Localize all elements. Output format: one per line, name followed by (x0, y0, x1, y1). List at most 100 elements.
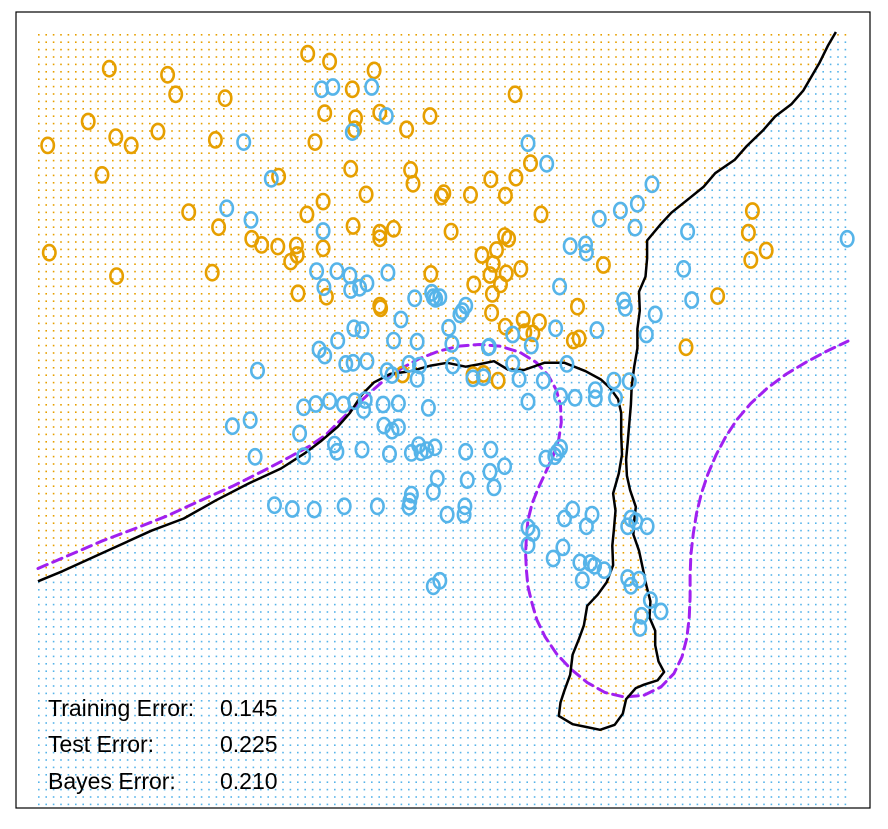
grid-dot-orange (334, 344, 336, 347)
grid-dot-blue (704, 219, 706, 221)
grid-dot-orange (97, 315, 99, 317)
grid-dot-orange (578, 41, 580, 43)
grid-dot-orange (208, 322, 210, 325)
grid-dot-orange (452, 48, 454, 51)
grid-dot-blue (778, 189, 780, 191)
grid-dot-orange (149, 300, 151, 302)
grid-dot-orange (112, 41, 114, 43)
grid-dot-orange (104, 330, 107, 332)
grid-dot-orange (245, 270, 247, 273)
grid-dot-orange (304, 182, 306, 184)
grid-dot-orange (637, 226, 639, 228)
grid-dot-orange (378, 174, 380, 177)
grid-dot-orange (578, 315, 580, 317)
grid-dot-blue (837, 307, 839, 310)
grid-dot-orange (311, 152, 314, 154)
grid-dot-orange (38, 204, 40, 206)
grid-dot-orange (489, 137, 491, 140)
grid-dot-orange (341, 130, 343, 132)
grid-dot-orange (82, 241, 84, 243)
grid-dot-orange (186, 63, 188, 66)
grid-dot-orange (445, 211, 447, 214)
grid-dot-orange (60, 278, 62, 280)
grid-dot-orange (622, 233, 625, 236)
grid-dot-orange (82, 63, 84, 66)
grid-dot-orange (200, 293, 203, 295)
grid-dot-orange (119, 337, 121, 339)
grid-dot-blue (704, 263, 706, 265)
grid-dot-orange (422, 241, 425, 243)
grid-dot-orange (445, 71, 447, 73)
grid-dot-orange (578, 71, 580, 73)
grid-dot-orange (112, 219, 114, 221)
grid-dot-orange (274, 344, 277, 347)
grid-dot-blue (844, 337, 847, 339)
grid-dot-blue (718, 211, 721, 214)
grid-dot-blue (755, 270, 758, 273)
grid-dot-orange (363, 278, 366, 280)
grid-dot-orange (548, 145, 551, 147)
grid-dot-orange (311, 78, 314, 80)
grid-dot-orange (126, 174, 129, 177)
grid-dot-orange (208, 256, 210, 258)
grid-dot-orange (519, 248, 521, 251)
grid-dot-orange (112, 300, 114, 302)
grid-dot-orange (334, 167, 336, 169)
grid-dot-orange (97, 56, 99, 58)
grid-dot-orange (415, 285, 417, 288)
grid-dot-orange (348, 63, 351, 66)
grid-dot-orange (393, 93, 395, 95)
grid-dot-blue (689, 263, 691, 265)
grid-dot-orange (482, 241, 484, 243)
grid-dot-orange (519, 56, 521, 58)
grid-dot-orange (341, 63, 343, 66)
grid-dot-orange (38, 159, 40, 162)
grid-dot-orange (356, 359, 358, 362)
grid-dot-orange (260, 256, 262, 258)
grid-dot-orange (126, 34, 129, 36)
grid-dot-orange (252, 71, 255, 73)
grid-dot-orange (252, 100, 255, 103)
grid-dot-blue (785, 359, 787, 362)
grid-dot-orange (200, 93, 203, 95)
grid-dot-orange (282, 189, 284, 191)
grid-dot-orange (156, 93, 158, 95)
grid-dot-blue (689, 330, 691, 332)
grid-dot-orange (267, 263, 269, 265)
grid-dot-orange (186, 85, 188, 88)
grid-dot-orange (467, 152, 469, 154)
grid-dot-orange (681, 122, 684, 125)
grid-dot-orange (237, 78, 240, 80)
grid-dot-orange (282, 270, 284, 273)
grid-dot-orange (326, 48, 329, 51)
grid-dot-orange (393, 34, 395, 36)
grid-dot-orange (38, 300, 40, 302)
grid-dot-orange (304, 300, 306, 302)
grid-dot-blue (844, 108, 847, 110)
grid-dot-orange (533, 285, 536, 288)
grid-dot-blue (800, 115, 802, 117)
grid-dot-orange (644, 145, 647, 147)
grid-dot-orange (519, 285, 521, 288)
grid-dot-orange (622, 115, 625, 117)
grid-dot-orange (156, 330, 158, 332)
grid-dot-orange (415, 71, 417, 73)
grid-dot-orange (593, 315, 595, 317)
grid-dot-orange (430, 93, 432, 95)
grid-dot-orange (496, 108, 499, 110)
grid-dot-orange (422, 93, 425, 95)
grid-dot-orange (274, 137, 277, 140)
grid-dot-orange (726, 130, 728, 132)
grid-dot-orange (430, 337, 432, 339)
grid-dot-blue (696, 270, 699, 273)
grid-dot-orange (696, 85, 699, 88)
grid-dot-orange (674, 137, 676, 140)
grid-dot-orange (141, 85, 144, 88)
grid-dot-orange (304, 226, 306, 228)
grid-dot-orange (171, 219, 173, 221)
grid-dot-orange (778, 71, 780, 73)
grid-dot-blue (644, 344, 647, 347)
grid-dot-orange (38, 130, 40, 132)
grid-dot-blue (792, 219, 795, 221)
grid-dot-orange (178, 63, 181, 66)
